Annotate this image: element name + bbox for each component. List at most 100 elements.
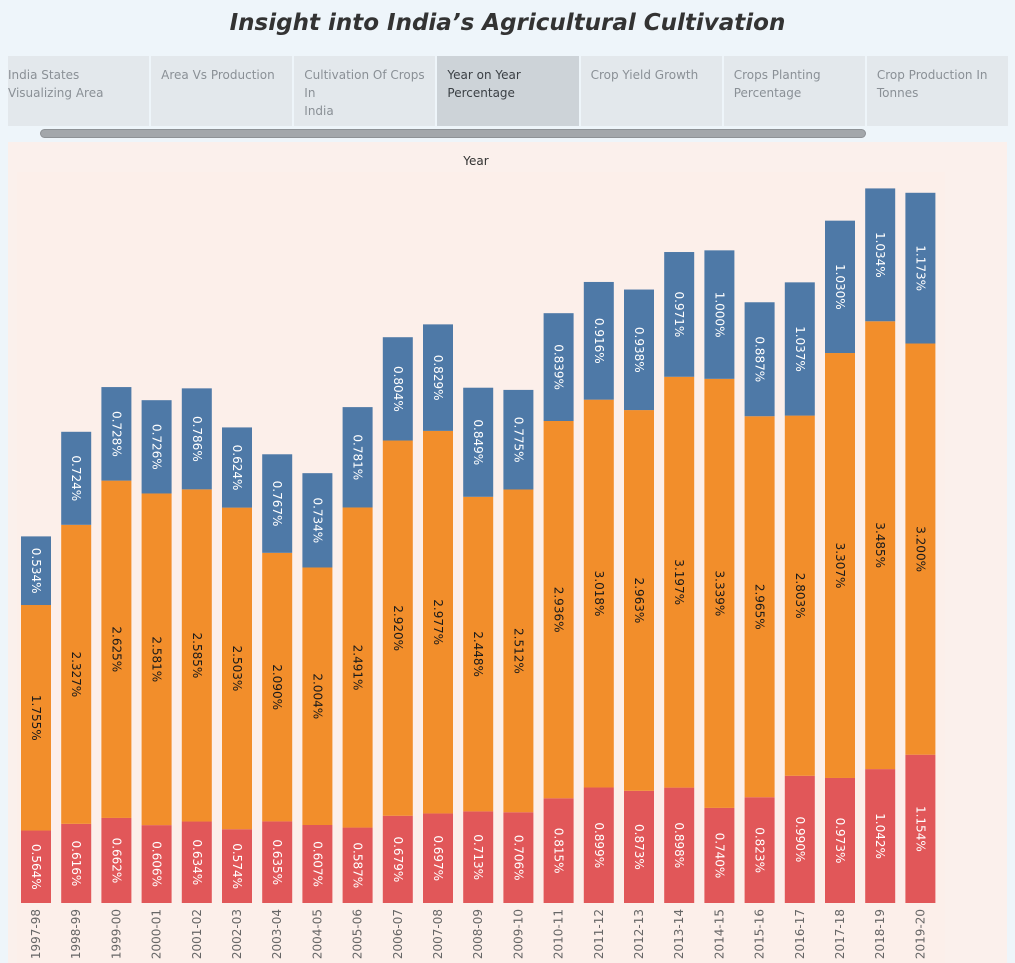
x-tick-label: 1997-98 [29,909,43,959]
x-tick-label: 2017-18 [833,909,847,959]
bar-segment-bottom [865,769,896,903]
data-label-top: 0.804% [391,366,405,412]
bar-segment-bottom [101,817,132,903]
x-tick-label: 2003-04 [270,909,284,959]
data-label-middle: 2.920% [391,605,405,651]
data-label-bottom: 0.815% [552,828,566,874]
bar-segment-top [262,454,293,553]
bar-segment-bottom [342,827,373,903]
data-label-middle: 2.512% [511,628,525,674]
bar-segment-bottom [704,807,735,903]
data-label-middle: 3.307% [833,543,847,589]
x-tick-label: 2012-13 [632,909,646,959]
tab-crop-yield-growth[interactable]: Crop Yield Growth [580,56,722,126]
x-tick-label: 2016-17 [793,909,807,959]
dashboard-tab-strip: India States Visualizing Area Area Vs Pr… [8,56,1008,126]
data-label-middle: 2.625% [109,626,123,672]
data-label-middle: 2.963% [632,578,646,624]
data-label-top: 0.786% [190,416,204,462]
data-label-bottom: 0.899% [592,822,606,868]
bar-segment-top [905,192,936,344]
x-tick-label: 2015-16 [753,909,767,959]
x-tick-label: 2004-05 [310,909,324,959]
x-tick-label: 1999-00 [109,909,123,959]
tab-india-states[interactable]: India States Visualizing Area [8,56,150,126]
data-label-top: 0.767% [270,481,284,527]
data-label-middle: 2.448% [471,631,485,677]
data-label-top: 0.728% [109,411,123,457]
x-tick-label: 2002-03 [230,909,244,959]
bar-segment-bottom [664,787,695,903]
bar-segment-middle [664,376,695,788]
data-label-middle: 2.491% [351,645,365,691]
bar-segment-bottom [503,812,534,903]
bar-segment-top [423,324,453,431]
data-label-middle: 3.200% [913,526,927,572]
bar-segment-bottom [141,825,172,903]
data-label-bottom: 0.823% [753,827,767,873]
bar-segment-bottom [825,777,855,903]
bar-segment-middle [463,496,494,812]
bar-segment-bottom [382,815,413,903]
bar-segment-bottom [222,829,252,903]
tab-crop-production-in-tonnes[interactable]: Crop Production In Tonnes [866,56,1008,126]
data-label-middle: 1.755% [29,695,43,741]
bar-segment-middle [543,420,574,799]
data-label-top: 0.781% [351,434,365,480]
data-label-top: 0.734% [310,497,324,543]
data-label-middle: 2.977% [431,599,445,645]
bar-segment-bottom [262,821,293,903]
tab-label: Cultivation Of Crops In [304,68,425,100]
data-label-bottom: 0.973% [833,818,847,864]
bar-segment-middle [583,399,614,788]
data-label-bottom: 0.713% [471,834,485,880]
bar-segment-bottom [583,787,614,903]
bar-segment-middle [181,489,212,822]
tab-label: Visualizing Area [8,86,104,100]
data-label-top: 1.037% [793,326,807,372]
bar-segment-middle [905,343,936,755]
x-tick-label: 2006-07 [391,909,405,959]
bar-segment-middle [423,430,453,814]
data-label-bottom: 0.607% [310,841,324,887]
data-label-top: 0.624% [230,445,244,491]
tab-label: Crop Production In [876,68,988,82]
data-label-bottom: 0.706% [511,835,525,881]
bar-segment-bottom [21,830,51,903]
tab-cultivation-of-crops[interactable]: Cultivation Of Crops In India [294,56,436,126]
data-label-top: 0.726% [150,424,164,470]
bar-segment-top [21,536,51,606]
bar-segment-top [865,188,896,322]
tab-area-vs-production[interactable]: Area Vs Production [151,56,293,126]
data-label-middle: 2.090% [270,664,284,710]
tab-year-on-year-percentage[interactable]: Year on Year Percentage [437,56,579,126]
data-label-bottom: 0.606% [150,841,164,887]
bar-segment-top [222,427,252,508]
bar-segment-middle [141,493,172,826]
bar-segment-middle [61,524,92,824]
bar-segment-top [543,313,574,421]
bar-segment-bottom [543,798,574,903]
data-label-top: 1.030% [833,264,847,310]
bar-segment-top [744,302,775,417]
bar-segment-middle [825,353,855,778]
data-label-top: 0.938% [632,327,646,373]
bar-segment-top [664,252,695,377]
data-label-bottom: 0.679% [391,836,405,882]
data-label-bottom: 0.990% [793,817,807,863]
x-tick-label: 2009-10 [511,909,525,959]
bar-segment-bottom [463,811,494,903]
tab-crops-planting-percentage[interactable]: Crops Planting Percentage [723,56,865,126]
x-tick-label: 2001-02 [190,909,204,959]
x-tick-label: 2000-01 [150,909,164,959]
bar-segment-middle [262,552,293,822]
data-label-middle: 2.004% [310,673,324,719]
bar-segment-bottom [181,821,212,903]
x-tick-label: 1998-99 [69,909,83,959]
bar-segment-top [624,289,654,411]
data-label-middle: 2.803% [793,573,807,619]
tab-scrollbar[interactable] [40,129,866,138]
tab-label: Crop Yield Growth [590,68,699,82]
x-axis-header: Year [463,154,489,168]
data-label-top: 0.887% [753,336,767,382]
